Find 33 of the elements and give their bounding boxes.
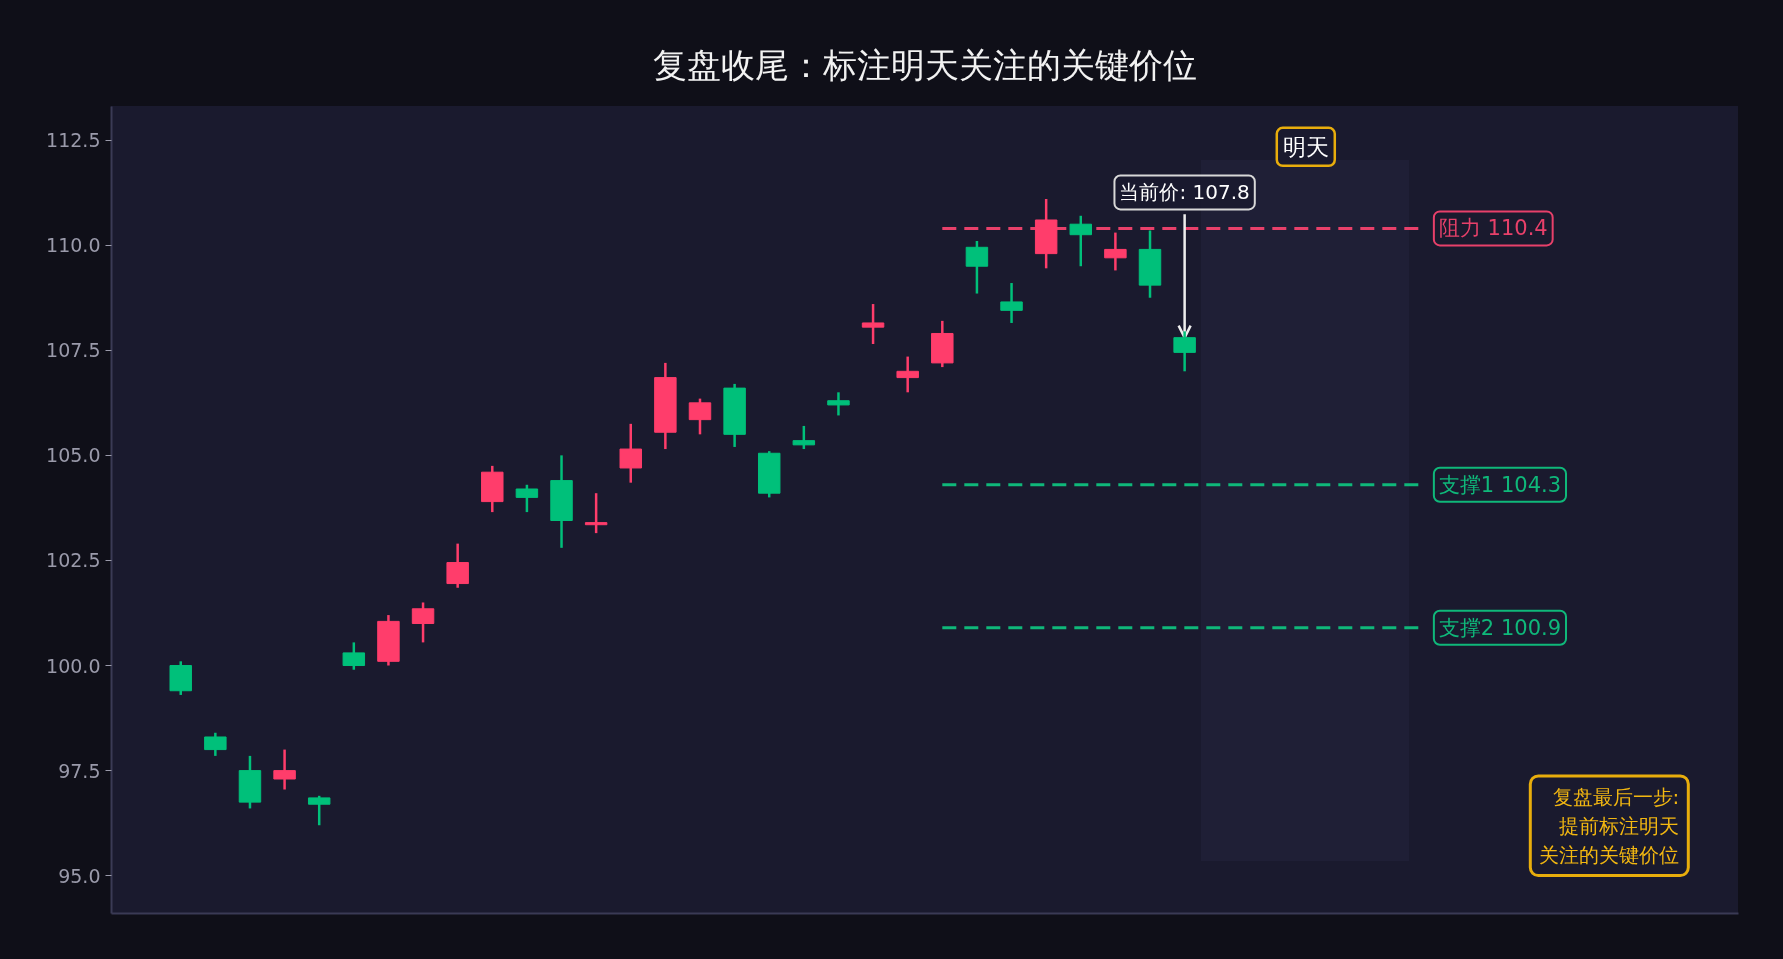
chart-title: 复盘收尾：标注明天关注的关键价位 [653, 44, 1197, 85]
y-tick-label: 97.5 [58, 759, 101, 782]
candlestick [446, 542, 469, 590]
candlestick [619, 422, 642, 484]
candlestick [307, 794, 331, 827]
candlestick [688, 397, 712, 436]
candlestick [1104, 231, 1127, 272]
candlestick [1069, 214, 1093, 268]
candlestick [792, 424, 816, 451]
annotation: 当前价: 107.8 [1119, 180, 1250, 205]
candlestick [1000, 281, 1023, 325]
candlestick [342, 641, 366, 671]
candlestick [273, 748, 296, 791]
y-tick-label: 105.0 [46, 444, 101, 467]
candlestick [204, 731, 227, 758]
y-tick-label: 95.0 [58, 864, 101, 887]
candlestick [827, 391, 850, 417]
ref-line-label: 支撑1 104.3 [1438, 472, 1562, 497]
y-tick-label: 110.0 [46, 234, 101, 257]
ref-line-label: 支撑2 100.9 [1438, 615, 1562, 640]
y-tick-label: 107.5 [46, 339, 101, 362]
y-tick-label: 112.5 [46, 129, 101, 152]
text: 明天 [1282, 133, 1329, 160]
text: 复盘最后一步:提前标注明天关注的关键价位 [1539, 784, 1680, 867]
candlestick [515, 483, 539, 514]
candlestick [584, 491, 608, 535]
ref-line-label: 阻力 110.4 [1438, 216, 1548, 241]
candlestick [965, 239, 989, 295]
candlestick [896, 355, 919, 394]
y-tick-label: 102.5 [46, 549, 101, 572]
y-tick-label: 100.0 [46, 654, 101, 677]
candlestick [861, 302, 885, 346]
candlestick [411, 601, 435, 644]
